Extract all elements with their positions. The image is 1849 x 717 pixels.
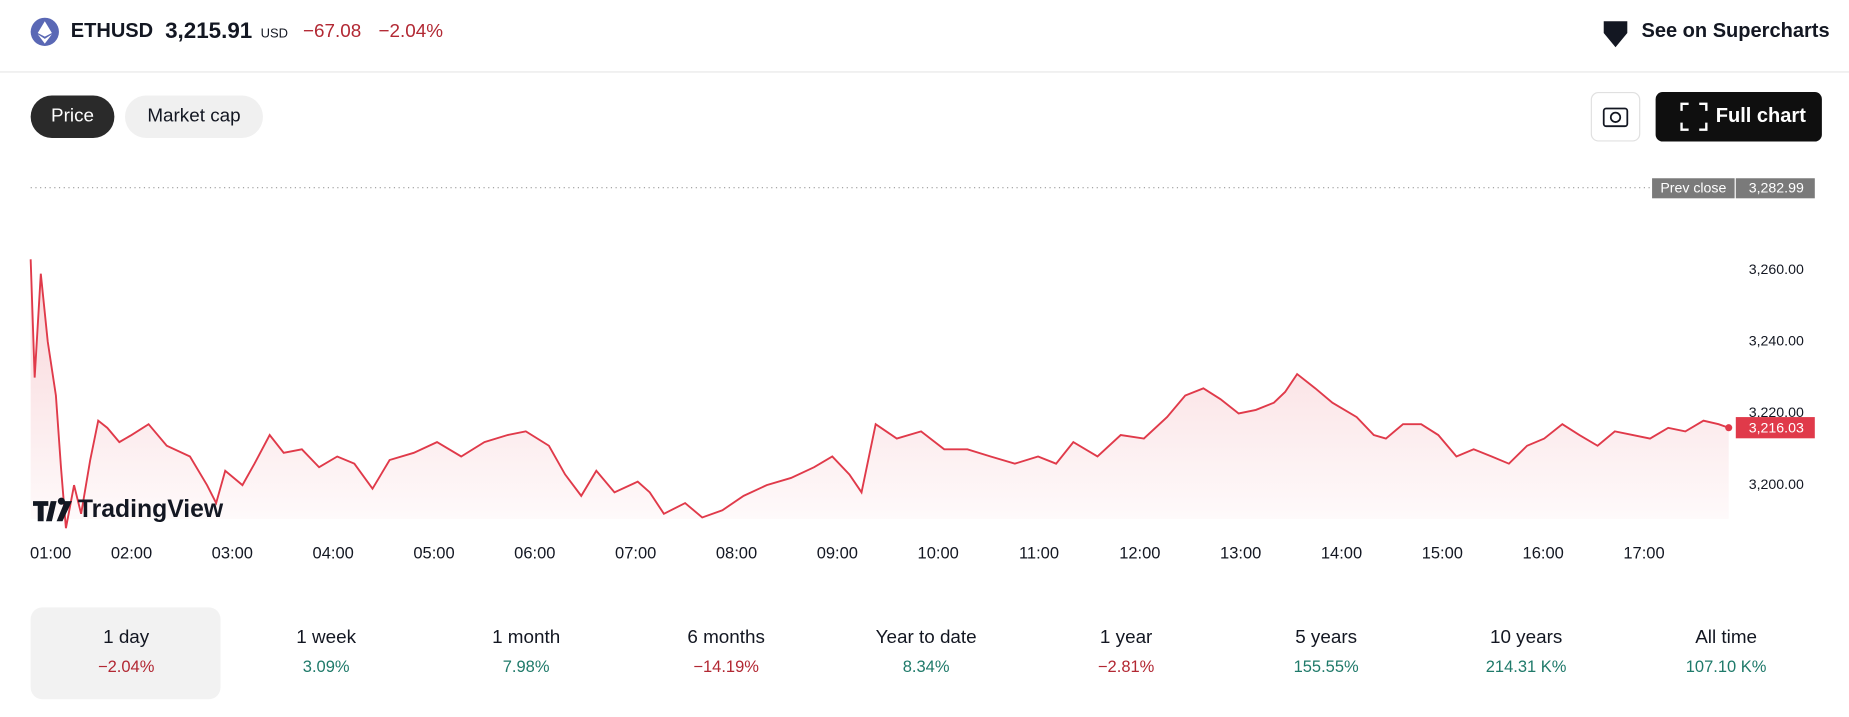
tab-bg xyxy=(30,95,115,138)
period-change: 155.55% xyxy=(1294,658,1359,676)
tab-bg xyxy=(124,95,263,138)
period-label: 1 month xyxy=(492,626,560,647)
x-tick-label: 14:00 xyxy=(1321,545,1362,563)
marketcap-tab[interactable]: Market cap xyxy=(124,95,263,138)
x-tick-label: 07:00 xyxy=(615,545,656,563)
price-tab[interactable]: Price xyxy=(30,95,115,138)
period-label: All time xyxy=(1695,626,1757,647)
period-button[interactable]: 1 day −2.04% xyxy=(30,607,221,700)
period-button[interactable]: Year to date 8.34% xyxy=(876,626,977,676)
currency: USD xyxy=(261,26,288,41)
periods: 1 day −2.04% 1 week 3.09% 1 month 7.98% 6 mont… xyxy=(30,607,1767,700)
period-change: 7.98% xyxy=(503,658,550,676)
period-change: 214.31 K% xyxy=(1486,658,1567,676)
camera-icon xyxy=(1602,107,1629,128)
period-button[interactable]: 5 years 155.55% xyxy=(1294,626,1359,676)
watermark-logo xyxy=(33,497,72,522)
button-bg xyxy=(1590,91,1641,142)
last-price-label: 3,216.03 xyxy=(1749,420,1804,436)
button-bg xyxy=(1655,91,1822,142)
x-tick-label: 11:00 xyxy=(1019,545,1059,563)
x-tick-label: 03:00 xyxy=(212,545,253,563)
period-change: 8.34% xyxy=(903,658,950,676)
period-button[interactable]: 1 week 3.09% xyxy=(296,626,356,676)
period-change: 3.09% xyxy=(303,658,350,676)
period-change: −2.04% xyxy=(98,658,155,676)
x-tick-label: 10:00 xyxy=(918,545,959,563)
prev-close-value: 3,282.99 xyxy=(1749,180,1804,196)
period-button[interactable]: All time 107.10 K% xyxy=(1686,626,1767,676)
x-tick-label: 16:00 xyxy=(1523,545,1564,563)
snapshot-button[interactable] xyxy=(1590,91,1641,142)
period-change: −14.19% xyxy=(693,658,759,676)
expand-icon xyxy=(1680,102,1708,131)
period-change: 107.10 K% xyxy=(1686,658,1767,676)
x-tick-label: 13:00 xyxy=(1220,545,1261,563)
price-line xyxy=(29,259,1730,529)
x-tick-label: 09:00 xyxy=(817,545,858,563)
y-tick-label: 3,200.00 xyxy=(1749,476,1804,492)
button-label: Full chart xyxy=(1716,105,1806,127)
x-tick-label: 06:00 xyxy=(514,545,555,563)
last-tag xyxy=(1735,417,1815,439)
last-dot xyxy=(1725,424,1733,432)
area xyxy=(30,259,1729,529)
period-button[interactable]: 1 year −2.81% xyxy=(1098,626,1155,676)
period-label: 1 year xyxy=(1100,626,1152,647)
period-label: 1 day xyxy=(103,626,150,647)
period-label: Year to date xyxy=(876,626,977,647)
tab-label: Price xyxy=(51,105,94,126)
period-selected-bg xyxy=(30,607,221,700)
x-tick-label: 05:00 xyxy=(413,545,454,563)
prev-close-tag xyxy=(1652,178,1735,199)
change-pct: −2.04% xyxy=(379,20,444,41)
y-tick-label: 3,240.00 xyxy=(1749,333,1804,349)
prev-close-label: Prev close xyxy=(1660,180,1726,196)
supercharts-link[interactable]: See on Supercharts xyxy=(1603,20,1830,48)
camera-lens xyxy=(1609,111,1622,123)
period-button[interactable]: 10 years 214.31 K% xyxy=(1486,626,1567,676)
period-label: 10 years xyxy=(1490,626,1562,647)
eth-glyph xyxy=(37,21,52,44)
x-tick-label: 01:00 xyxy=(30,545,71,563)
plot: 3,200.00 3,220.00 3,240.00 3,260.00 01:00 02:… xyxy=(29,178,1815,563)
x-tick-label: 17:00 xyxy=(1623,545,1664,563)
y-tick-label: 3,260.00 xyxy=(1749,261,1804,277)
period-label: 1 week xyxy=(296,626,356,647)
y-tick-label: 3,220.00 xyxy=(1749,404,1804,420)
tab-label: Market cap xyxy=(147,105,240,126)
change: −67.08 xyxy=(303,20,361,41)
period-button[interactable]: 6 months −14.19% xyxy=(687,626,765,676)
period-change: −2.81% xyxy=(1098,658,1155,676)
x-tick-label: 15:00 xyxy=(1422,545,1463,563)
period-label: 5 years xyxy=(1295,626,1357,647)
watermark: TradingView xyxy=(33,496,224,523)
supercharts-icon xyxy=(1603,21,1628,48)
supercharts-text: See on Supercharts xyxy=(1641,20,1829,42)
x-tick-label: 12:00 xyxy=(1119,545,1160,563)
price: 3,215.91 xyxy=(165,18,252,43)
period-button[interactable]: 1 month 7.98% xyxy=(492,626,560,676)
x-tick-label: 04:00 xyxy=(313,545,354,563)
prev-close-value-tag xyxy=(1735,178,1815,199)
watermark-text: TradingView xyxy=(78,496,224,523)
x-tick-label: 02:00 xyxy=(111,545,152,563)
full-chart-button[interactable]: Full chart xyxy=(1655,91,1822,142)
symbol: ETHUSD xyxy=(71,20,153,42)
period-label: 6 months xyxy=(687,626,765,647)
x-tick-label: 08:00 xyxy=(716,545,757,563)
